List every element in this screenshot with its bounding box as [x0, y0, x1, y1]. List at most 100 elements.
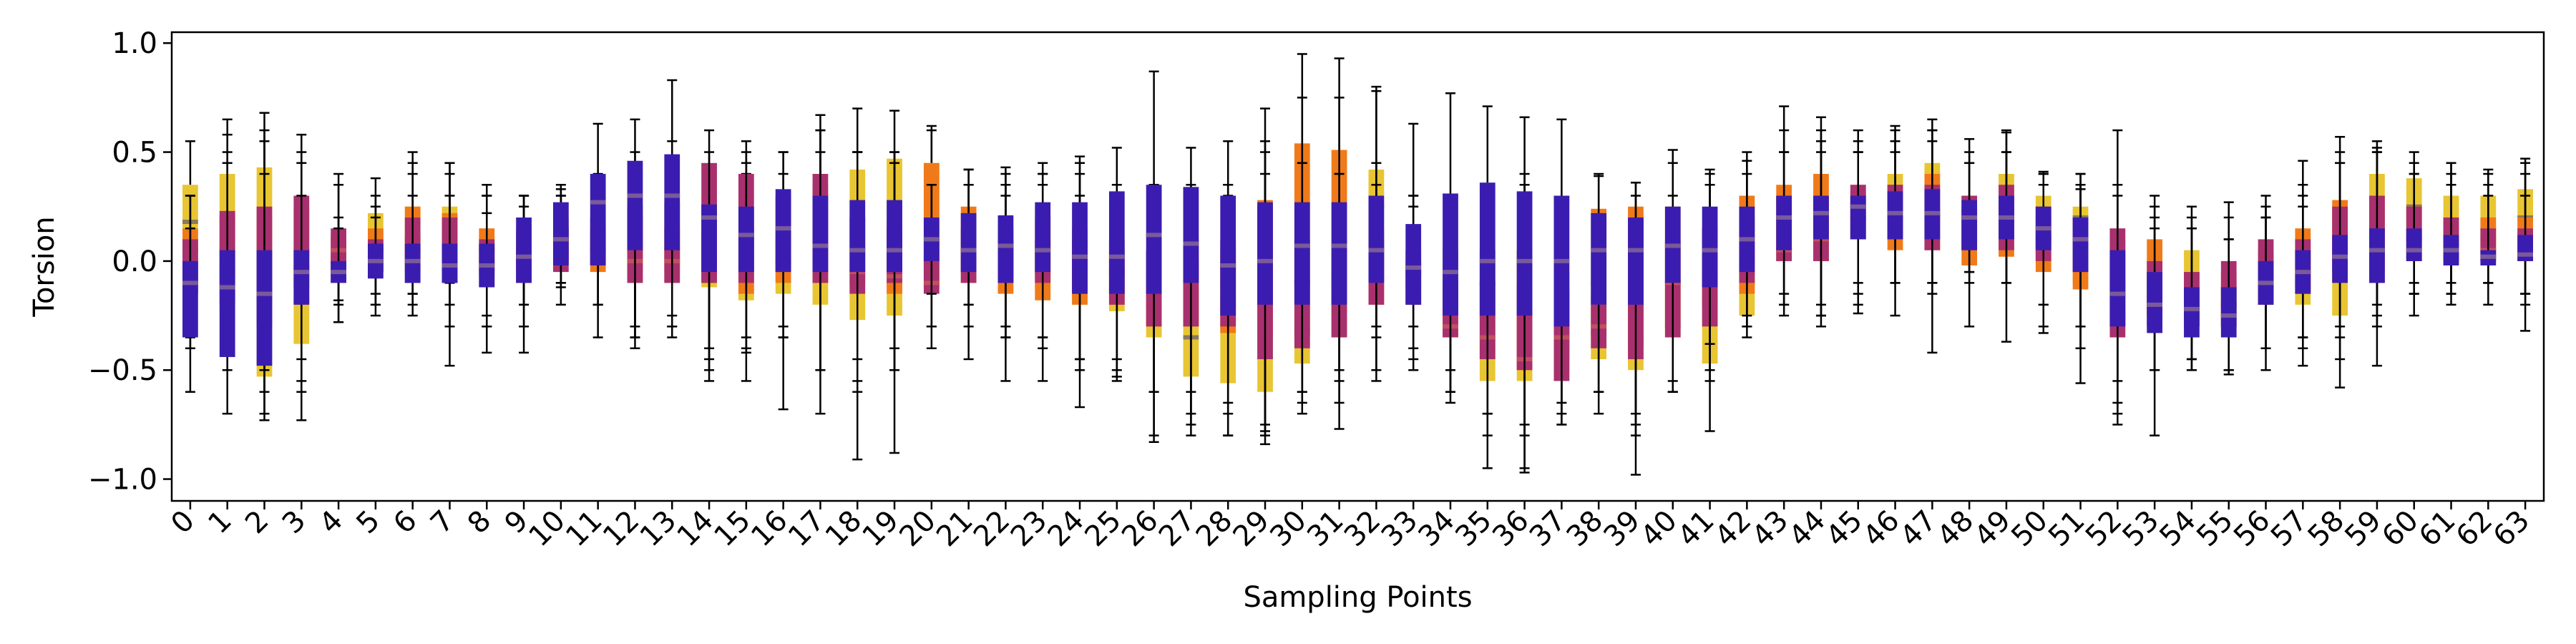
box-46-series-3 — [1887, 125, 1903, 317]
box-25-series-3 — [1108, 147, 1125, 378]
box-56-series-3 — [2258, 216, 2274, 371]
x-tick-label: 0 — [165, 504, 201, 541]
box-21-series-3 — [960, 168, 977, 361]
box-3-series-3 — [293, 195, 310, 382]
box-body — [775, 189, 791, 273]
box-15-series-3 — [738, 162, 754, 354]
box-6-series-3 — [404, 195, 421, 317]
box-19-series-3 — [887, 151, 902, 371]
box-body — [2332, 235, 2348, 283]
box-53-series-3 — [2147, 195, 2163, 436]
plot-frame — [170, 31, 2545, 502]
box-body — [441, 243, 458, 283]
box-body — [2184, 287, 2200, 338]
y-tick-label: 0.5 — [112, 137, 157, 170]
box-50-series-3 — [2035, 170, 2051, 334]
box-body — [1628, 217, 1644, 305]
box-body — [1183, 187, 1199, 283]
box-26-series-3 — [1146, 70, 1162, 443]
x-tick-label: 8 — [462, 504, 498, 541]
box-body — [256, 250, 273, 366]
box-body — [887, 200, 902, 273]
x-axis: 0 1 2 3 4 5 6 7 8 9101112131415161718192021222324… — [165, 501, 2536, 553]
x-tick-label: 4 — [313, 504, 350, 541]
y-axis: −1.0 −0.5 0.0 0.5 1.0 — [88, 27, 172, 497]
box-body — [1961, 200, 1978, 250]
box-5-series-3 — [368, 216, 384, 317]
box-body — [404, 243, 421, 283]
box-17-series-3 — [812, 129, 829, 371]
box-body — [590, 174, 606, 265]
box-body — [1035, 202, 1051, 273]
box-28-series-3 — [1220, 140, 1236, 436]
box-44-series-3 — [1813, 116, 1829, 328]
box-51-series-3 — [2072, 188, 2089, 384]
box-2-series-3 — [256, 129, 273, 421]
box-1-series-3 — [219, 118, 235, 415]
box-27-series-3 — [1183, 147, 1199, 426]
box-body — [1516, 191, 1533, 316]
box-13-series-3 — [664, 79, 680, 338]
box-body — [1257, 202, 1273, 305]
box-58-series-3 — [2332, 135, 2348, 389]
box-11-series-3 — [590, 122, 606, 338]
box-body — [1591, 213, 1607, 305]
x-tick-label: 2 — [239, 504, 275, 541]
box-body — [1702, 206, 1718, 288]
y-tick-label: −1.0 — [88, 464, 157, 497]
box-body — [1405, 224, 1422, 305]
box-0-series-3 — [182, 227, 198, 393]
box-body — [2220, 287, 2237, 338]
box-body — [1443, 193, 1458, 316]
box-7-series-3 — [441, 195, 458, 367]
box-9-series-3 — [516, 195, 532, 354]
box-body — [2147, 272, 2163, 333]
box-42-series-3 — [1739, 160, 1755, 317]
box-34-series-3 — [1443, 92, 1458, 404]
x-tick-label: 3 — [276, 504, 313, 541]
box-40-series-3 — [1664, 149, 1681, 393]
box-body — [2109, 250, 2126, 327]
box-16-series-3 — [775, 151, 791, 411]
box-4-series-3 — [331, 227, 346, 323]
box-body — [1776, 195, 1792, 250]
box-30-series-3 — [1294, 97, 1310, 393]
box-body — [2369, 228, 2385, 283]
box-24-series-3 — [1072, 155, 1088, 409]
boxes-layer — [182, 53, 2533, 476]
box-body — [1072, 202, 1088, 294]
box-60-series-3 — [2406, 162, 2422, 317]
box-18-series-3 — [849, 151, 866, 382]
box-body — [627, 160, 643, 250]
box-body — [2072, 217, 2089, 273]
x-tick-label: 6 — [387, 504, 424, 541]
x-axis-label: Sampling Points — [1243, 581, 1472, 614]
box-body — [516, 217, 532, 283]
box-body — [664, 154, 680, 250]
box-body — [738, 206, 754, 273]
box-12-series-3 — [627, 118, 643, 349]
y-tick-label: −0.5 — [88, 354, 157, 387]
box-body — [960, 213, 977, 273]
box-body — [552, 202, 569, 265]
box-10-series-3 — [552, 188, 569, 288]
box-31-series-3 — [1331, 97, 1347, 430]
box-37-series-3 — [1553, 118, 1570, 426]
box-36-series-3 — [1516, 116, 1533, 474]
box-body — [1368, 195, 1385, 283]
box-body — [1146, 185, 1162, 294]
box-62-series-3 — [2480, 168, 2497, 306]
box-54-series-3 — [2184, 205, 2200, 371]
box-body — [997, 215, 1014, 283]
y-tick-label: 0.0 — [112, 245, 157, 278]
box-body — [2517, 235, 2533, 261]
box-43-series-3 — [1776, 105, 1792, 317]
box-body — [812, 195, 829, 273]
box-body — [701, 204, 717, 273]
box-39-series-3 — [1628, 181, 1644, 415]
box-45-series-3 — [1850, 129, 1866, 315]
box-body — [849, 200, 866, 273]
box-32-series-3 — [1368, 85, 1385, 338]
box-body — [1108, 191, 1125, 294]
box-35-series-3 — [1479, 105, 1496, 469]
